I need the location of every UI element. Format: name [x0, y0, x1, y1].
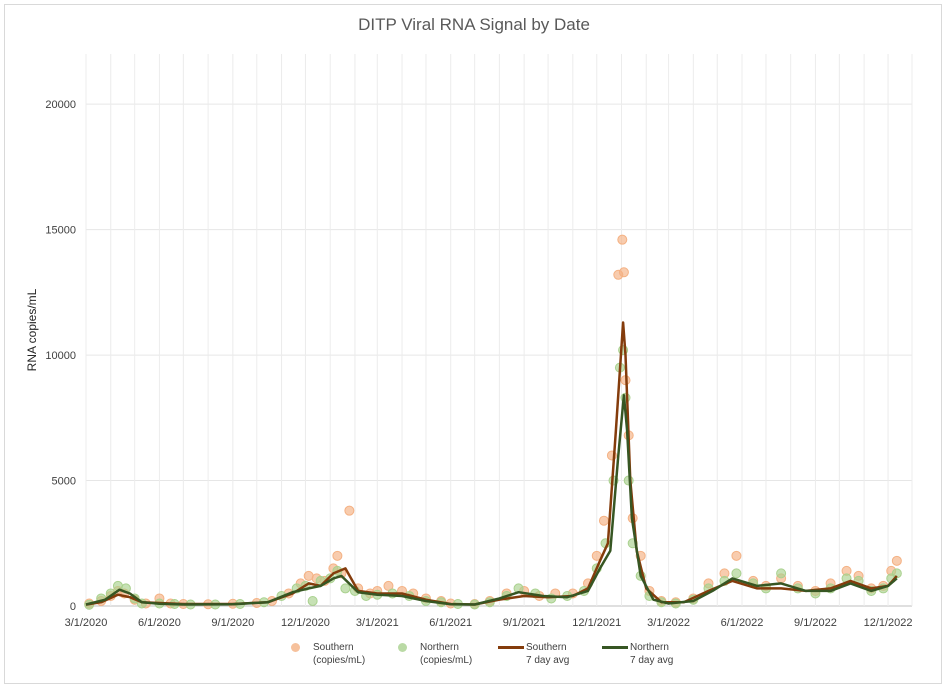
axes: 0 5000 10000 15000 20000 3/1/2020 6/1/2020 9/1/…: [45, 99, 912, 629]
data-point: [617, 234, 628, 245]
data-point: [731, 568, 742, 579]
y-tick-label: 20000: [45, 99, 76, 111]
data-point: [618, 267, 629, 278]
legend-label-line2: 7 day avg: [526, 655, 570, 666]
data-point: [891, 555, 902, 566]
x-tick-label: 12/1/2021: [572, 617, 621, 629]
legend-line-marker: [498, 646, 524, 649]
x-tick-label: 3/1/2022: [647, 617, 690, 629]
legend-label: Southern (copies/mL): [313, 641, 365, 667]
legend-label-line2: (copies/mL): [313, 655, 366, 666]
legend: Southern (copies/mL) Northern (copies/mL) So…: [285, 641, 705, 677]
data-point: [891, 568, 902, 579]
y-tick-label: 0: [70, 601, 76, 613]
x-tick-label: 6/1/2020: [138, 617, 181, 629]
legend-label-line1: Southern: [526, 642, 567, 653]
legend-label-line1: Southern: [313, 642, 354, 653]
x-tick-label: 9/1/2021: [503, 617, 546, 629]
data-point: [776, 568, 787, 579]
series-southern-points: [84, 234, 902, 610]
series-northern-points: [84, 345, 902, 610]
gridlines: [85, 54, 913, 607]
x-tick-label: 3/1/2021: [356, 617, 399, 629]
legend-label: Southern 7 day avg: [526, 641, 569, 667]
legend-label-line2: (copies/mL): [420, 655, 473, 666]
series-layer: [84, 234, 902, 610]
legend-circle-marker: [398, 643, 407, 652]
x-tick-label: 12/1/2022: [864, 617, 913, 629]
legend-label-line1: Northern: [630, 642, 669, 653]
y-tick-label: 5000: [52, 476, 76, 488]
data-point: [344, 505, 355, 516]
y-tick-label: 10000: [45, 350, 76, 362]
data-point: [332, 550, 343, 561]
data-point: [383, 580, 394, 591]
chart-title: DITP Viral RNA Signal by Date: [358, 15, 590, 34]
x-tick-label: 6/1/2021: [429, 617, 472, 629]
chart-area: [4, 4, 942, 684]
x-tick-label: 9/1/2020: [211, 617, 254, 629]
x-tick-label: 6/1/2022: [721, 617, 764, 629]
data-point: [598, 515, 609, 526]
x-tick-label: 9/1/2022: [794, 617, 837, 629]
x-tick-label: 12/1/2020: [281, 617, 330, 629]
data-point: [731, 550, 742, 561]
legend-label: Northern 7 day avg: [630, 641, 673, 667]
legend-label-line2: 7 day avg: [630, 655, 674, 666]
y-tick-label: 15000: [45, 225, 76, 237]
data-point: [340, 583, 351, 594]
legend-line-marker: [602, 646, 628, 649]
data-point: [307, 595, 318, 606]
series-northern-avg-line: [85, 393, 898, 606]
x-tick-label: 3/1/2020: [65, 617, 108, 629]
legend-label: Northern (copies/mL): [420, 641, 472, 667]
y-axis-title: RNA copies/mL: [25, 288, 39, 371]
legend-circle-marker: [291, 643, 300, 652]
legend-label-line1: Northern: [420, 642, 459, 653]
